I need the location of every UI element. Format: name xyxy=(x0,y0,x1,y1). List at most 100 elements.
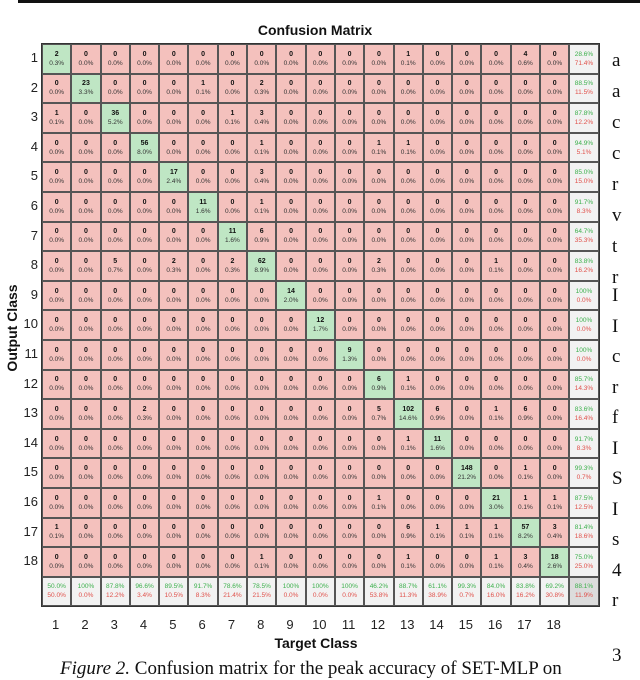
column-summary-cell: 78.6% 21.4% xyxy=(217,576,248,607)
cell-count: 0 xyxy=(230,287,235,295)
cell-count: 1 xyxy=(464,524,469,532)
cell-count: 0 xyxy=(435,50,440,58)
cell-count: 0 xyxy=(142,257,147,265)
cell-percent: 0.0% xyxy=(430,118,445,126)
precision-value: 87.5% xyxy=(574,494,594,502)
cell-percent: 0.4% xyxy=(547,533,563,541)
cell-count: 0 xyxy=(54,346,59,354)
cell-count: 18 xyxy=(550,553,559,561)
matrix-cell: 0 0.0% xyxy=(217,487,248,518)
cell-percent: 0.0% xyxy=(225,89,240,97)
recall-value: 100% xyxy=(312,583,329,591)
cell-percent: 0.0% xyxy=(400,326,416,334)
cell-count: 1 xyxy=(523,494,528,502)
cell-percent: 0.0% xyxy=(225,178,240,186)
matrix-cell: 2 0.3% xyxy=(129,399,160,429)
cell-percent: 0.0% xyxy=(137,296,152,304)
cell-percent: 0.0% xyxy=(107,89,123,97)
side-letter: t xyxy=(612,236,618,257)
cell-count: 0 xyxy=(289,80,293,88)
matrix-cell: 0 0.0% xyxy=(334,221,365,252)
cell-percent: 0.0% xyxy=(312,59,328,67)
cell-percent: 0.0% xyxy=(517,355,533,363)
cell-percent: 0.0% xyxy=(166,237,182,245)
cell-count: 0 xyxy=(142,80,147,88)
matrix-cell: 0 0.0% xyxy=(422,103,453,133)
cell-percent: 0.0% xyxy=(283,385,299,393)
matrix-cell: 0 0.0% xyxy=(42,547,72,577)
matrix-cell: 0 0.0% xyxy=(305,547,335,577)
cell-percent: 0.1% xyxy=(400,385,416,393)
cell-count: 56 xyxy=(140,139,149,147)
cell-percent: 0.0% xyxy=(166,474,182,482)
matrix-cell: 0 0.0% xyxy=(129,458,160,488)
matrix-cell: 1 0.1% xyxy=(481,399,511,429)
cell-percent: 0.0% xyxy=(459,414,475,422)
cell-percent: 3.3% xyxy=(78,89,94,97)
error-value: 35.3% xyxy=(574,237,594,245)
matrix-cell: 0 0.0% xyxy=(540,132,570,163)
cell-count: 3 xyxy=(259,169,264,177)
matrix-cell: 1 0.1% xyxy=(481,251,511,281)
matrix-cell: 0 0.0% xyxy=(334,517,365,548)
matrix-cell: 0 0.0% xyxy=(159,280,189,311)
cell-count: 1 xyxy=(406,376,411,384)
matrix-cell: 3 0.4% xyxy=(510,547,541,577)
y-tick: 8 xyxy=(30,257,38,273)
matrix-cell: 0 0.0% xyxy=(481,132,511,163)
cell-percent: 0.0% xyxy=(254,385,270,393)
x-tick: 9 xyxy=(286,617,294,632)
cell-percent: 0.0% xyxy=(312,89,328,97)
cell-percent: 0.0% xyxy=(400,118,416,126)
cell-count: 0 xyxy=(289,198,293,206)
matrix-cell: 0 0.0% xyxy=(481,339,511,370)
recall-value: 89.5% xyxy=(164,583,184,591)
matrix-cell: 0 0.0% xyxy=(188,428,218,459)
y-tick: 6 xyxy=(30,197,38,213)
cell-count: 0 xyxy=(259,405,264,413)
matrix-cell: 1 0.1% xyxy=(393,44,423,74)
precision-value: 83.8% xyxy=(574,257,594,265)
recall-value: 88.7% xyxy=(398,583,418,591)
cell-percent: 0.0% xyxy=(342,207,358,215)
cell-percent: 0.0% xyxy=(78,326,94,334)
matrix-cell: 0 0.0% xyxy=(100,44,130,74)
cell-percent: 0.0% xyxy=(225,59,240,67)
cell-count: 5 xyxy=(113,257,118,265)
error-value: 25.0% xyxy=(574,562,594,570)
cell-count: 0 xyxy=(376,109,381,117)
cell-count: 0 xyxy=(54,317,59,325)
matrix-cell: 0 0.0% xyxy=(217,191,248,222)
cell-count: 11 xyxy=(433,435,442,443)
cell-count: 0 xyxy=(376,287,381,295)
cell-percent: 14.6% xyxy=(398,414,418,422)
matrix-cell: 0 0.0% xyxy=(247,310,277,340)
cell-percent: 0.1% xyxy=(488,533,504,541)
matrix-cell: 0 0.0% xyxy=(393,280,423,311)
cell-percent: 0.0% xyxy=(459,89,475,97)
cell-count: 21 xyxy=(492,494,500,502)
matrix-cell: 0 0.0% xyxy=(393,310,423,340)
matrix-cell: 0 0.0% xyxy=(422,547,453,577)
cell-count: 0 xyxy=(113,346,118,354)
matrix-cell: 0 0.0% xyxy=(334,547,365,577)
cell-percent: 0.0% xyxy=(488,178,504,186)
cell-percent: 0.0% xyxy=(312,444,328,452)
cell-percent: 0.0% xyxy=(342,385,358,393)
cell-percent: 0.0% xyxy=(517,118,533,126)
precision-value: 28.6% xyxy=(574,50,594,58)
cell-percent: 0.0% xyxy=(400,237,416,245)
cell-count: 0 xyxy=(142,317,147,325)
cell-count: 0 xyxy=(83,494,88,502)
cell-percent: 0.0% xyxy=(78,266,94,274)
matrix-cell: 1 0.1% xyxy=(510,458,541,488)
cell-count: 0 xyxy=(54,80,59,88)
matrix-cell: 18 2.6% xyxy=(540,547,570,577)
cell-count: 0 xyxy=(83,287,88,295)
matrix-cell: 0 0.0% xyxy=(393,103,423,133)
matrix-cell: 1 0.1% xyxy=(188,73,218,104)
cell-count: 1 xyxy=(54,109,59,117)
matrix-cell: 0 0.0% xyxy=(540,339,570,370)
matrix-cell: 0 0.0% xyxy=(42,162,72,192)
matrix-cell: 0 0.0% xyxy=(364,428,394,459)
